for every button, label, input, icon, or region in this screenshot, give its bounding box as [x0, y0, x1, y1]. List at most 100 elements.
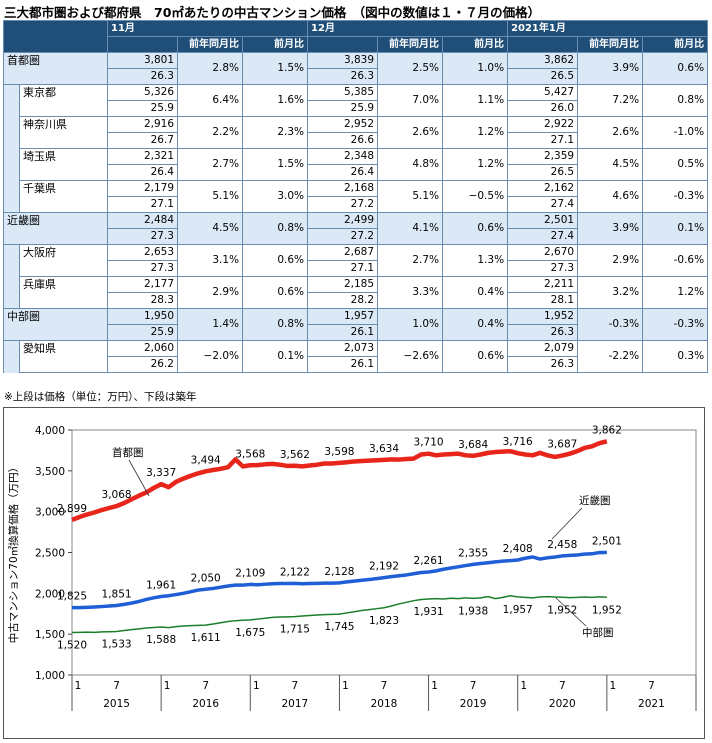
- header-mom: 前月比: [442, 36, 509, 53]
- cell-age: 26.1: [307, 356, 379, 373]
- cell-age: 26.0: [507, 100, 579, 117]
- page-title: 三大都市圏および都府県 70㎡あたりの中古マンション価格 （図中の数値は１・７月…: [4, 5, 541, 20]
- data-label: 1,520: [57, 640, 87, 652]
- cell-yoy: 1.4%: [177, 308, 243, 341]
- row-name: 近畿圏: [3, 212, 108, 245]
- cell-price: 2,952: [307, 116, 379, 133]
- cell-price: 1,950: [107, 308, 178, 325]
- y-tick-label: 4,000: [35, 425, 65, 437]
- x-month-tick-label: 7: [470, 680, 477, 692]
- cell-mom: 0.6%: [442, 212, 509, 245]
- cell-price: 2,484: [107, 212, 178, 229]
- cell-age: 27.1: [107, 196, 178, 213]
- cell-price: 5,326: [107, 84, 178, 101]
- cell-mom: -0.6%: [642, 244, 709, 277]
- header-blank: [307, 36, 379, 53]
- data-label: 3,068: [102, 489, 132, 501]
- data-label: 1,715: [280, 624, 310, 636]
- cell-price: 2,179: [107, 180, 178, 197]
- cell-mom: 0.8%: [241, 212, 309, 245]
- data-label: 2,408: [503, 543, 533, 555]
- cell-price: 2,162: [507, 180, 579, 197]
- cell-mom: 0.4%: [442, 276, 509, 309]
- row-name: 兵庫県: [19, 276, 108, 309]
- row-indent: [3, 180, 20, 213]
- cell-yoy: 4.6%: [577, 180, 644, 213]
- header-mom: 前月比: [642, 36, 709, 53]
- row-indent: [3, 340, 20, 373]
- data-label: 2,261: [414, 555, 444, 567]
- data-label: 1,825: [57, 591, 87, 603]
- cell-yoy: 5.1%: [377, 180, 444, 213]
- cell-mom: 1.2%: [642, 276, 709, 309]
- data-label: 2,122: [280, 566, 310, 578]
- table-row: 近畿圏 2,484 4.5% 0.8% 2,499 4.1% 0.6% 2,501 3.9% 0.…: [3, 212, 709, 245]
- cell-age: 25.9: [107, 324, 178, 341]
- cell-mom: 1.2%: [442, 148, 509, 181]
- cell-mom: −0.5%: [442, 180, 509, 213]
- table-row: 大阪府 2,653 3.1% 0.6% 2,687 2.7% 1.3% 2,670 2.9% -0…: [3, 244, 709, 277]
- table-row: 兵庫県 2,177 2.9% 0.6% 2,185 3.3% 0.4% 2,211 3.2% 1.…: [3, 276, 709, 309]
- cell-mom: 0.8%: [241, 308, 309, 341]
- data-label: 1,957: [503, 604, 533, 616]
- data-label: 2,899: [57, 503, 87, 515]
- cell-price: 2,177: [107, 276, 178, 293]
- x-month-tick-label: 7: [202, 680, 209, 692]
- cell-yoy: −2.0%: [177, 340, 243, 373]
- chart-axes: 1,000 1,500 2,000 2,500 3,000 3,500 4,000 中古マンシ…: [7, 425, 697, 711]
- cell-age: 25.9: [307, 100, 379, 117]
- x-month-tick-label: 1: [253, 680, 260, 692]
- table-row: 26.3 26.3 26.5: [4, 68, 708, 85]
- x-month-tick-label: 7: [648, 680, 655, 692]
- x-month-tick-label: 7: [292, 680, 299, 692]
- cell-price: 3,862: [507, 52, 579, 69]
- x-month-tick-label: 1: [75, 680, 82, 692]
- cell-age: 27.3: [507, 260, 579, 277]
- x-month-tick-label: 1: [342, 680, 349, 692]
- series-line-kinki: [72, 550, 607, 610]
- x-year-label: 2017: [281, 698, 308, 710]
- header-month: 11月: [106, 20, 309, 37]
- data-label: 1,961: [146, 580, 176, 592]
- cell-mom: 0.6%: [241, 276, 309, 309]
- cell-price: 2,073: [307, 340, 379, 357]
- cell-mom: 0.6%: [241, 244, 309, 277]
- data-label: 3,684: [458, 439, 488, 451]
- cell-age: 27.4: [507, 196, 579, 213]
- header-blank: [107, 36, 178, 53]
- cell-yoy: 2.8%: [177, 52, 243, 85]
- legend-label: 首都圏: [112, 446, 144, 459]
- data-label: 3,562: [280, 449, 310, 461]
- data-label: 2,128: [324, 566, 354, 578]
- table-body: 首都圏 3,801 2.8% 1.5% 3,839 2.5% 1.0% 3,862 3.9% 0.…: [3, 52, 709, 373]
- data-label: 1,823: [369, 615, 399, 627]
- y-axis-label: 中古マンション70㎡換算価格（万円）: [7, 462, 20, 643]
- cell-age: 26.3: [507, 356, 579, 373]
- header-yoy: 前年同月比: [177, 36, 243, 53]
- cell-price: 2,168: [307, 180, 379, 197]
- y-tick-label: 1,500: [35, 629, 65, 641]
- cell-yoy: 2.9%: [577, 244, 644, 277]
- legend-leader-line: [128, 459, 150, 497]
- cell-age: 26.4: [107, 164, 178, 181]
- data-label: 2,355: [458, 547, 488, 559]
- legend-label: 近畿圏: [579, 494, 611, 507]
- cell-yoy: 4.1%: [377, 212, 444, 245]
- table-row: 26.2 26.1 26.3: [4, 356, 708, 373]
- cell-yoy: 4.8%: [377, 148, 444, 181]
- table-row: 東京都 5,326 6.4% 1.6% 5,385 7.0% 1.1% 5,427 7.2% 0.…: [3, 84, 709, 117]
- data-label: 1,952: [547, 604, 577, 616]
- cell-age: 26.6: [307, 132, 379, 149]
- row-indent: [3, 148, 20, 181]
- row-name: 埼玉県: [19, 148, 108, 181]
- cell-age: 26.3: [107, 68, 178, 85]
- cell-price: 2,922: [507, 116, 579, 133]
- cell-mom: 1.5%: [241, 148, 309, 181]
- y-tick-label: 3,500: [35, 466, 65, 478]
- cell-mom: 0.6%: [442, 340, 509, 373]
- row-indent: [3, 244, 20, 277]
- data-label: 2,192: [369, 561, 399, 573]
- cell-price: 2,321: [107, 148, 178, 165]
- table-row: 中部圏 1,950 1.4% 0.8% 1,957 1.0% 0.4% 1,952 -0.3% -…: [3, 308, 709, 341]
